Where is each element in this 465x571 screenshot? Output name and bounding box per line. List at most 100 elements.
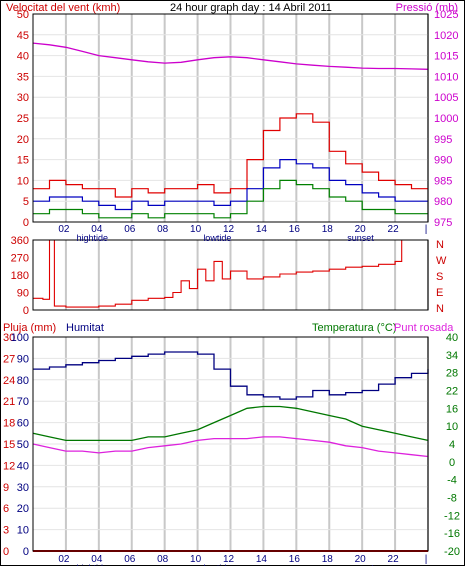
x-tick-label: 16: [289, 554, 301, 565]
temperature-y-tick-label: 0: [449, 457, 455, 469]
temperature-y-tick-label: 10: [446, 421, 458, 433]
x-tick-label: 14: [256, 224, 268, 235]
rain-y-tick-label: 12: [3, 460, 15, 472]
x-tick-label: 06: [124, 224, 136, 235]
pressure-y-tick-label: 995: [434, 134, 452, 146]
wind-direction-series-line: [33, 239, 428, 308]
x-tick-label: 08: [157, 554, 169, 565]
humidity-y-tick-label: 20: [17, 503, 29, 515]
dewpoint-axis-label: Punt rosada: [394, 322, 454, 334]
rain-y-tick-label: 30: [3, 332, 15, 344]
humidity-series-line: [33, 351, 429, 400]
chart-title: 24 hour graph day : 14 Abril 2011: [170, 2, 332, 14]
pressure-y-tick-label: 1000: [434, 113, 458, 125]
direction-compass-label: W: [436, 255, 447, 267]
humidity-y-tick-label: 80: [17, 375, 29, 387]
x-tick-label: 20: [355, 224, 367, 235]
x-tick-label: 14: [256, 554, 268, 565]
humidity-y-tick-label: 30: [17, 482, 29, 494]
pressure-y-tick-label: 985: [434, 175, 452, 187]
direction-y-tick-label: 90: [17, 288, 29, 300]
x-tick-label: 08: [157, 224, 169, 235]
x-tick-label: 10: [190, 554, 202, 565]
pressure-y-tick-label: 990: [434, 155, 452, 167]
wind-y-tick-label: 35: [17, 71, 29, 83]
x-tick-label: 12: [223, 224, 235, 235]
direction-compass-label: N: [436, 239, 444, 251]
wind-y-tick-label: 20: [17, 134, 29, 146]
pressure-y-tick-label: 1015: [434, 51, 458, 63]
wind-y-tick-label: 10: [17, 175, 29, 187]
pressure-y-tick-label: 975: [434, 217, 452, 229]
direction-y-tick-label: 180: [11, 270, 29, 282]
x-tick-label: 04: [91, 224, 103, 235]
wind-y-tick-label: 50: [17, 9, 29, 21]
wind-y-tick-label: 15: [17, 155, 29, 167]
wind-y-tick-label: 45: [17, 30, 29, 42]
humidity-y-tick-label: 50: [17, 439, 29, 451]
rain-y-tick-label: 21: [3, 396, 15, 408]
wind-y-tick-label: 5: [23, 196, 29, 208]
x-sub-label: hightide: [76, 233, 108, 243]
temperature-y-tick-label: -8: [447, 493, 457, 505]
direction-compass-label: E: [436, 287, 443, 299]
temperature-y-tick-label: -12: [444, 510, 460, 522]
x-tick-label: 06: [124, 554, 136, 565]
direction-panel-frame: [32, 239, 429, 311]
rain-y-tick-label: 15: [3, 439, 15, 451]
pressure-axis-label: Pressió (mb): [396, 2, 458, 14]
x-tick-label: 04: [91, 554, 103, 565]
x-tick-label: 20: [355, 554, 367, 565]
frames-layer: [32, 13, 429, 552]
x-tick-label: 18: [322, 554, 334, 565]
wind_avg-series-line: [33, 159, 428, 211]
humidity-y-tick-label: 90: [17, 353, 29, 365]
rain-y-tick-label: 18: [3, 418, 15, 430]
temperature-y-tick-label: 28: [446, 368, 458, 380]
humidity-y-tick-label: 100: [11, 332, 29, 344]
temperature-y-tick-label: -16: [444, 528, 460, 540]
x-tick-label: |: [425, 554, 428, 565]
rain-axis-label: Pluja (mm): [3, 322, 56, 334]
x-tick-label: 02: [58, 224, 70, 235]
climate-panel-frame: [32, 336, 429, 552]
rain-y-tick-label: 3: [3, 525, 9, 537]
humidity-y-tick-label: 10: [17, 525, 29, 537]
humidity-axis-label: Humitat: [66, 322, 104, 334]
x-tick-label: 22: [388, 554, 400, 565]
rain-y-tick-label: 0: [3, 546, 9, 558]
humidity-y-tick-label: 0: [23, 546, 29, 558]
wind-y-tick-label: 30: [17, 92, 29, 104]
x-tick-label: 16: [289, 224, 301, 235]
direction-y-tick-label: 270: [11, 253, 29, 265]
wind-y-tick-label: 40: [17, 51, 29, 63]
wind-y-tick-label: 25: [17, 113, 29, 125]
wind_min-series-line: [33, 179, 428, 219]
temperature-y-tick-label: 40: [446, 332, 458, 344]
rain-y-tick-label: 6: [3, 503, 9, 515]
rain-y-tick-label: 24: [3, 375, 15, 387]
x-sub-label: sunset: [347, 233, 374, 243]
humidity-y-tick-label: 60: [17, 418, 29, 430]
temperature-axis-label: Temperatura (°C): [312, 322, 396, 334]
wind_max-series-line: [33, 113, 428, 198]
x-tick-label: 10: [190, 224, 202, 235]
pressure-y-tick-label: 980: [434, 196, 452, 208]
direction-compass-label: S: [436, 271, 443, 283]
temperature-y-tick-label: 22: [446, 386, 458, 398]
rain-y-tick-label: 27: [3, 353, 15, 365]
x-tick-label: 18: [322, 224, 334, 235]
x-sub-label: lowtide: [203, 233, 231, 243]
x-tick-label: 22: [388, 224, 400, 235]
pressure-y-tick-label: 1005: [434, 92, 458, 104]
direction-y-tick-label: 0: [23, 305, 29, 317]
wind-y-tick-label: 0: [23, 217, 29, 229]
humidity-y-tick-label: 40: [17, 460, 29, 472]
pressure-y-tick-label: 1020: [434, 30, 458, 42]
pressure-y-tick-label: 1010: [434, 71, 458, 83]
wind-axis-label: Velocitat del vent (kmh): [6, 2, 120, 14]
temperature-y-tick-label: -4: [447, 475, 457, 487]
